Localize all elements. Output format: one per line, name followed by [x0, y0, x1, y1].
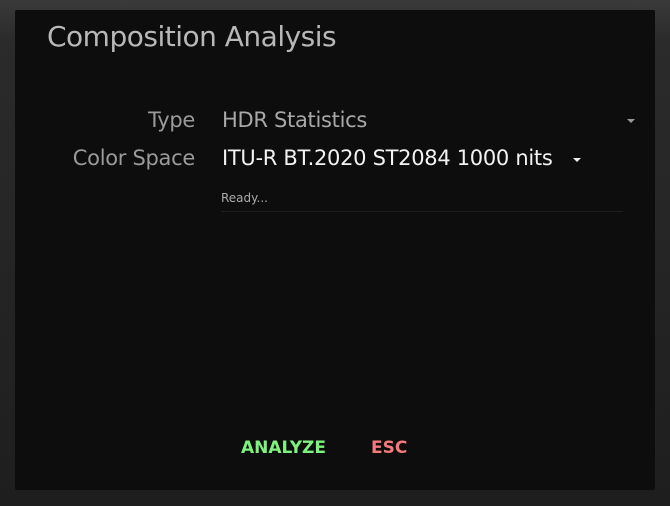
- color-space-label: Color Space: [72, 146, 196, 170]
- esc-button[interactable]: ESC: [371, 438, 408, 458]
- color-space-value: ITU-R BT.2020 ST2084 1000 nits: [222, 146, 553, 170]
- progress-bar: [221, 211, 623, 212]
- chevron-down-icon: [627, 119, 635, 123]
- type-label: Type: [147, 108, 195, 132]
- chevron-down-icon: [573, 158, 581, 162]
- type-dropdown[interactable]: HDR Statistics: [220, 106, 640, 136]
- composition-analysis-dialog: Composition Analysis Type HDR Statistics…: [15, 10, 655, 490]
- dialog-title: Composition Analysis: [47, 20, 337, 53]
- type-value: HDR Statistics: [222, 108, 368, 132]
- color-space-dropdown[interactable]: ITU-R BT.2020 ST2084 1000 nits: [220, 144, 590, 174]
- analyze-button[interactable]: ANALYZE: [241, 438, 326, 458]
- status-text: Ready...: [221, 191, 268, 205]
